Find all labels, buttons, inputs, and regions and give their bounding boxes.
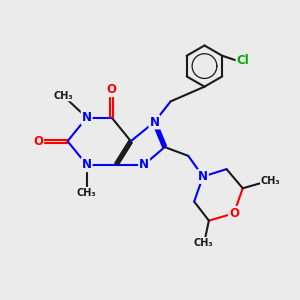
Text: O: O (33, 135, 43, 148)
Text: O: O (229, 207, 239, 220)
Text: CH₃: CH₃ (77, 188, 97, 198)
Text: N: N (82, 111, 92, 124)
Text: CH₃: CH₃ (261, 176, 280, 186)
Text: N: N (139, 158, 149, 171)
Text: N: N (198, 170, 208, 183)
Text: CH₃: CH₃ (53, 91, 73, 100)
Text: CH₃: CH₃ (193, 238, 213, 248)
Text: Cl: Cl (237, 54, 249, 67)
Text: O: O (107, 83, 117, 96)
Text: N: N (149, 116, 159, 128)
Text: N: N (82, 158, 92, 171)
